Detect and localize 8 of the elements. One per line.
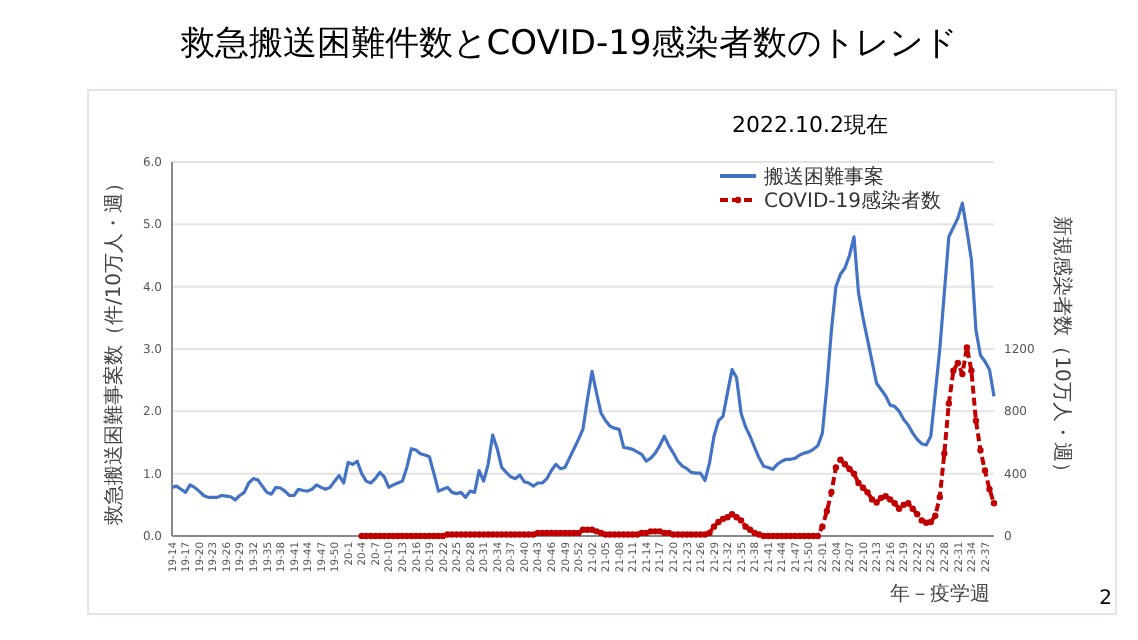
text: 2022.10.2現在 bbox=[732, 112, 888, 138]
legend-label: COVID-19感染者数 bbox=[764, 189, 942, 213]
text: 2 bbox=[1099, 588, 1112, 610]
y2-axis-title: 新規感染者数（10万人・週） bbox=[1050, 216, 1074, 482]
y-axis-title: 救急搬送困難事案数（件/10万人・週） bbox=[102, 172, 126, 528]
chart-title: 救急搬送困難件数とCOVID-19感染者数のトレンド bbox=[178, 24, 958, 64]
legend-label: 搬送困難事案 bbox=[764, 165, 884, 189]
x-axis-title: 年－疫学週 bbox=[890, 582, 990, 606]
